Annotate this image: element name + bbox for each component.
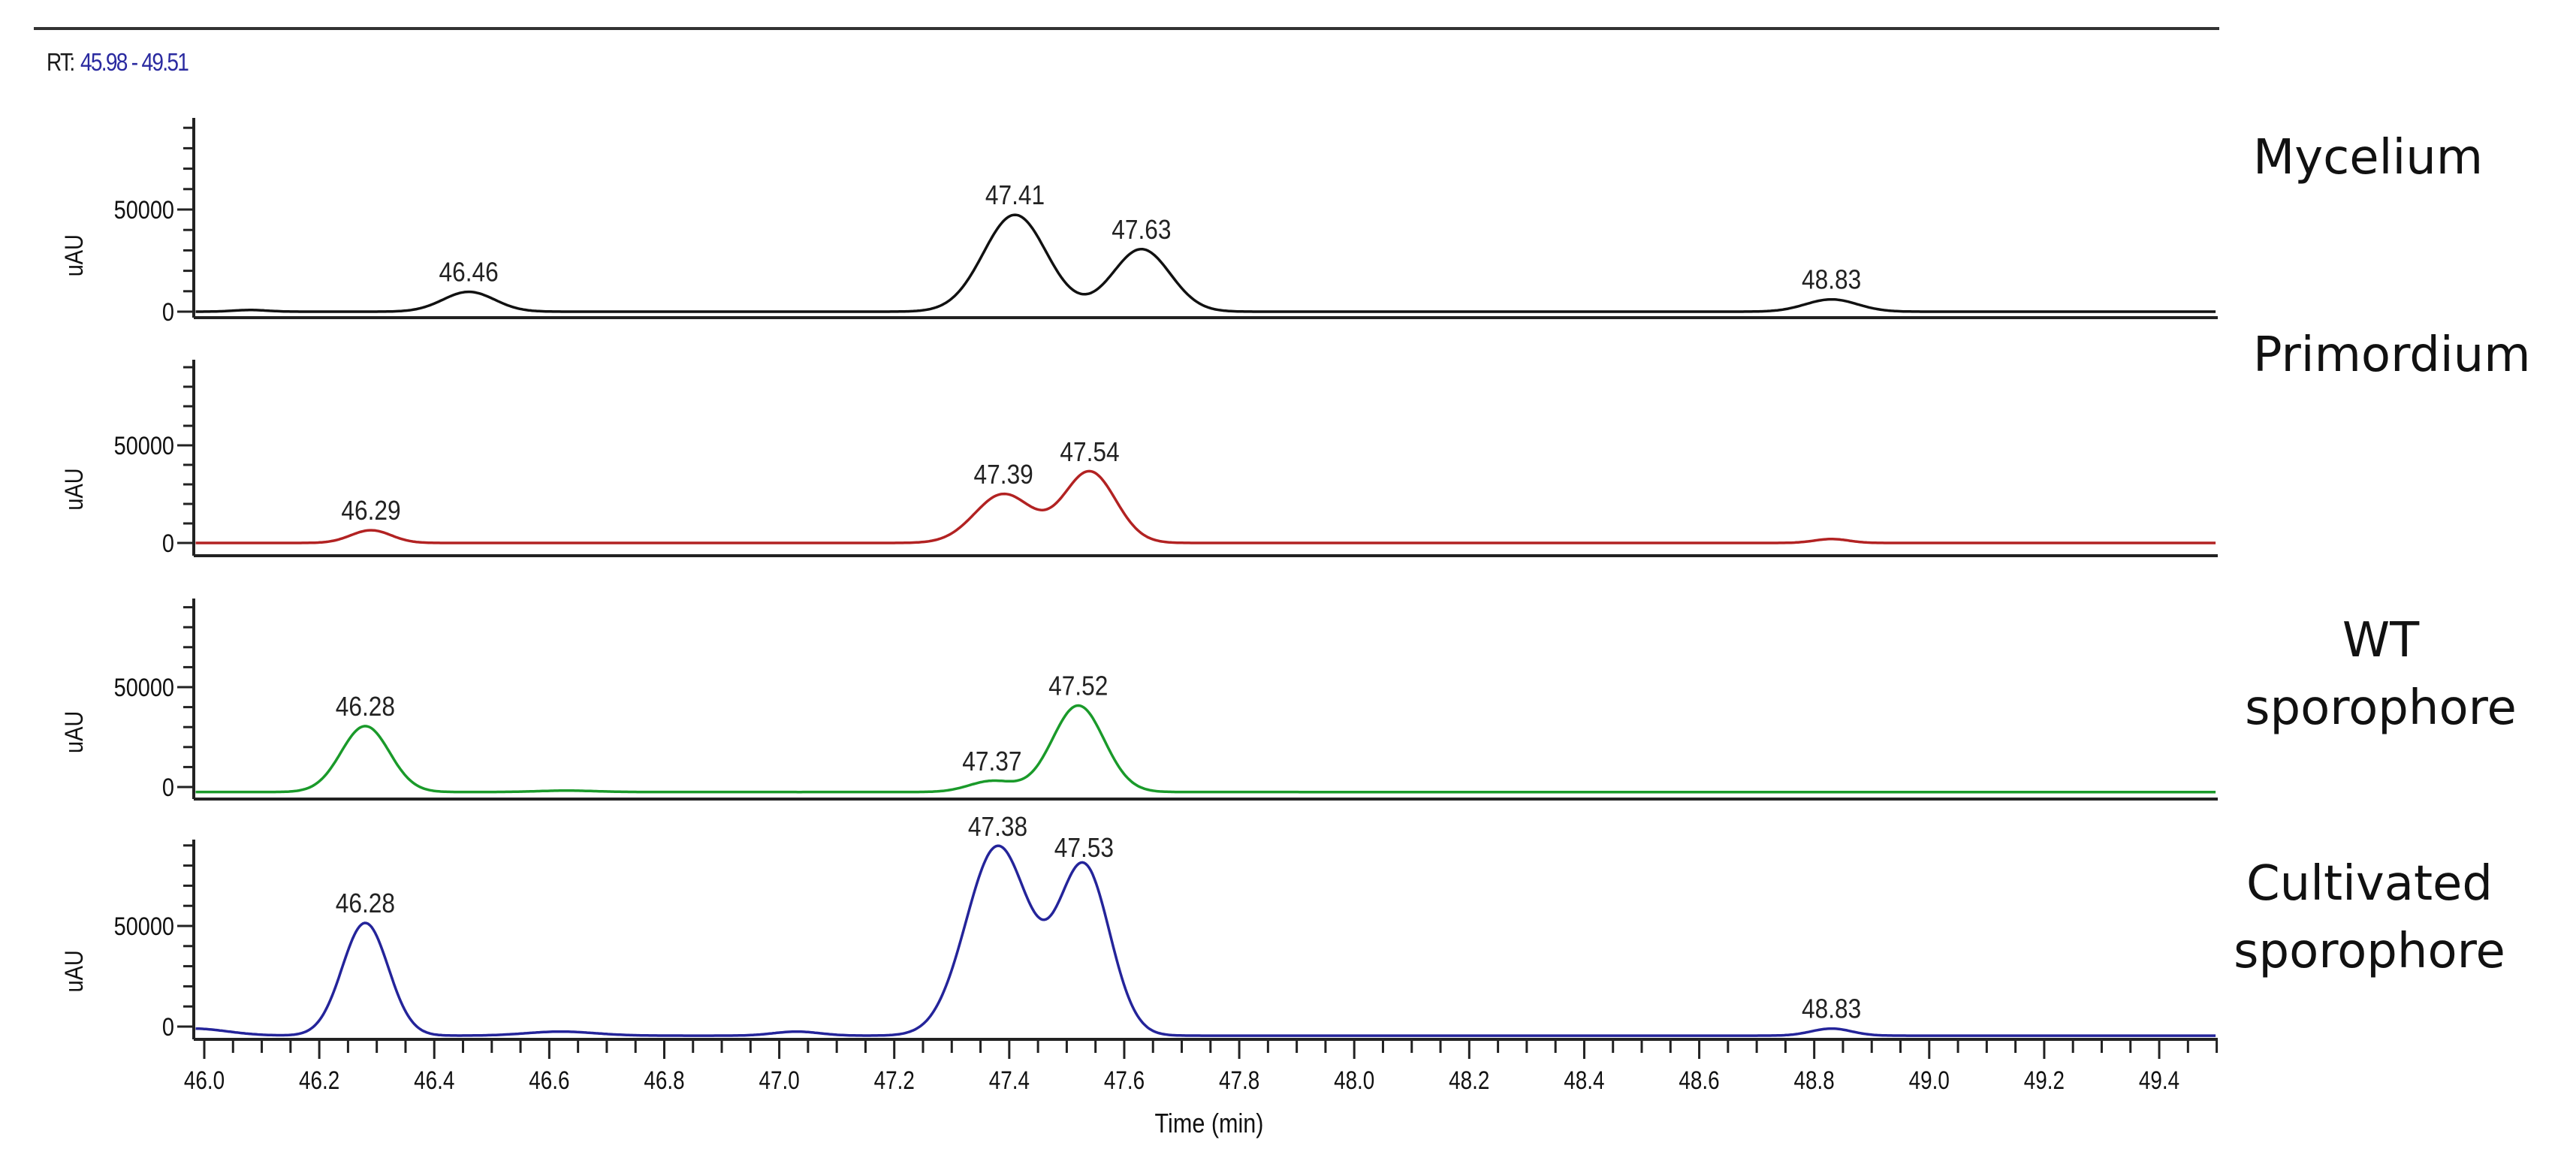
trace-line (195, 704, 2216, 794)
x-tick-label: 47.6 (1104, 1066, 1145, 1094)
y-tick-label: 50000 (114, 431, 174, 460)
x-tick-label: 48.8 (1794, 1066, 1835, 1094)
y-axis-label: uAU (59, 950, 89, 992)
panels-group: 0 50000 uAU 46.46 47.41 47.63 48.83 0 50000 uAU 46… (59, 118, 2218, 1042)
x-tick-label: 46.4 (414, 1066, 454, 1094)
trace-line (195, 469, 2216, 544)
x-tick-label: 46.6 (529, 1066, 569, 1094)
panel-label-cultivated-sporophore: Cultivated sporophore (2219, 850, 2520, 985)
y-tick-label: 50000 (114, 912, 174, 941)
panel-label-line: Mycelium (2253, 130, 2484, 185)
x-tick-label: 48.4 (1564, 1066, 1604, 1094)
panel-label-wt-sporophore: WT sporophore (2231, 607, 2531, 742)
x-axis-title: Time (min) (1155, 1109, 1264, 1139)
panel-mycelium: 0 50000 uAU 46.46 47.41 47.63 48.83 (59, 118, 2218, 327)
peak-label: 46.46 (439, 258, 499, 288)
rt-range-value: 45.98 - 49.51 (80, 48, 189, 76)
x-tick-label: 46.8 (644, 1066, 684, 1094)
peak-label: 47.52 (1048, 671, 1108, 701)
peak-label: 47.63 (1112, 215, 1171, 245)
x-tick-label: 49.0 (1909, 1066, 1950, 1094)
x-tick-label: 48.0 (1334, 1066, 1374, 1094)
panel-label-line: Primordium (2253, 327, 2531, 383)
peak-label: 47.39 (974, 460, 1033, 490)
x-tick-label: 49.2 (2024, 1066, 2065, 1094)
y-axis-label: uAU (59, 711, 89, 753)
panel-label-primordium: Primordium (2253, 321, 2531, 389)
panel-label-line: WT (2342, 613, 2420, 668)
panel-cultivated-sporophore: 0 50000 uAU 46.28 47.38 47.53 48.83 (59, 812, 2218, 1042)
panel-primordium: 0 50000 uAU 46.29 47.39 47.54 (59, 360, 2218, 558)
panel-label-line: Cultivated (2246, 856, 2493, 912)
y-tick-label: 0 (162, 297, 174, 327)
x-tick-label: 48.6 (1679, 1066, 1719, 1094)
trace-line (195, 213, 2216, 313)
y-tick-label: 0 (162, 529, 174, 558)
peak-label: 47.41 (985, 180, 1045, 210)
panel-wt-sporophore: 0 50000 uAU 46.28 47.37 47.52 (59, 599, 2218, 802)
rt-prefix: RT: (47, 48, 75, 76)
x-axis: 46.0 46.2 46.4 46.6 46.8 47.0 47.2 47.4 47.6 47.8… (184, 1039, 2219, 1095)
x-tick-label: 46.2 (299, 1066, 339, 1094)
x-tick-label: 47.2 (874, 1066, 915, 1094)
panel-label-line: sporophore (2234, 924, 2505, 979)
x-tick-label: 47.0 (759, 1066, 799, 1094)
peak-label: 46.28 (336, 888, 395, 918)
y-tick-label: 50000 (114, 195, 174, 225)
peak-label: 47.53 (1054, 833, 1114, 863)
peak-label: 46.29 (341, 496, 400, 526)
x-tick-label: 47.8 (1219, 1066, 1259, 1094)
peak-label: 48.83 (1802, 265, 1861, 295)
x-tick-label: 46.0 (184, 1066, 225, 1094)
peak-label: 47.37 (962, 746, 1021, 777)
trace-line (195, 844, 2216, 1037)
y-axis-label: uAU (59, 468, 89, 510)
rt-range-label: RT: 45.98 - 49.51 (47, 48, 189, 77)
y-tick-label: 0 (162, 773, 174, 802)
x-tick-label: 48.2 (1449, 1066, 1489, 1094)
panel-label-mycelium: Mycelium (2253, 124, 2483, 191)
peak-label: 48.83 (1802, 994, 1861, 1024)
peak-label: 47.54 (1060, 437, 1119, 467)
peak-label: 47.38 (968, 812, 1027, 842)
x-tick-label: 47.4 (989, 1066, 1030, 1094)
peak-label: 46.28 (336, 692, 395, 722)
y-axis-label: uAU (59, 234, 89, 276)
y-tick-label: 0 (162, 1012, 174, 1042)
y-tick-label: 50000 (114, 673, 174, 702)
panel-label-line: sporophore (2245, 680, 2517, 736)
x-tick-label: 49.4 (2139, 1066, 2179, 1094)
